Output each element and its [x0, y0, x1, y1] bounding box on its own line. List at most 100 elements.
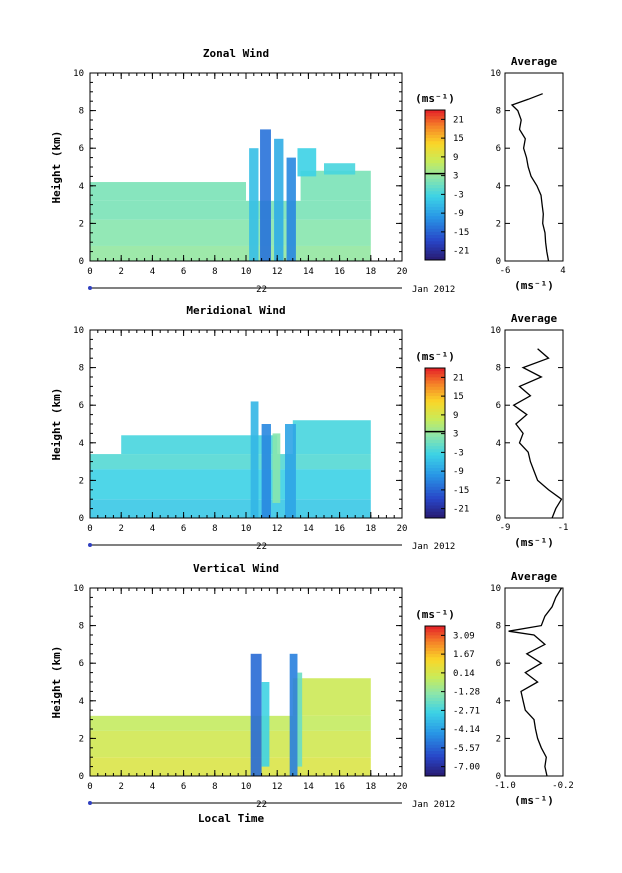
x-tick-label: 8: [212, 782, 217, 792]
colorbar-band: [425, 722, 445, 727]
colorbar-band: [425, 147, 445, 152]
heatmap-cells: [90, 401, 371, 518]
avg-x-tick-label: -9: [500, 523, 511, 533]
heatmap-cell: [90, 730, 371, 758]
y-tick-label: 0: [79, 257, 84, 267]
colorbar-band: [425, 399, 445, 403]
colorbar-band: [425, 219, 445, 223]
heatmap-cell: [261, 424, 271, 518]
colorbar-tick-label: 3: [453, 430, 458, 440]
colorbar-band: [425, 763, 445, 768]
colorbar-band: [425, 181, 445, 186]
y-axis-label: Height (km): [50, 646, 63, 719]
colorbar-frame: [424, 109, 446, 261]
y-tick-label: 6: [79, 401, 84, 411]
colorbar-band: [425, 496, 445, 500]
colorbar-band: [425, 371, 445, 375]
y-tick-label: 2: [79, 476, 84, 486]
avg-y-tick-label: 10: [490, 584, 501, 594]
colorbar-band: [425, 405, 445, 410]
avg-x-tick-label: -0.2: [552, 781, 574, 791]
heatmap-cell: [274, 138, 284, 261]
colorbar-band: [425, 772, 445, 777]
avg-y-tick-label: 6: [496, 401, 501, 411]
colorbar-band: [425, 368, 445, 372]
colorbar-band: [425, 663, 445, 668]
x-tick-label: 20: [397, 782, 408, 792]
colorbar-band: [425, 471, 445, 475]
colorbar-band: [425, 505, 445, 510]
colorbar-band: [425, 719, 445, 724]
heatmap-cell: [292, 420, 371, 455]
avg-y-tick-label: 6: [496, 144, 501, 154]
colorbar-band: [425, 660, 445, 664]
x-tick-label: 8: [212, 524, 217, 534]
avg-y-tick-label: 2: [496, 476, 501, 486]
colorbar-band: [425, 185, 445, 189]
colorbar-band: [425, 691, 445, 696]
avg-y-tick-label: 10: [490, 69, 501, 79]
colorbar-band: [425, 754, 445, 758]
colorbar-band: [425, 411, 445, 416]
x-tick-label: 6: [181, 524, 186, 534]
heatmap-cell: [90, 200, 371, 220]
x-tick-label: 14: [303, 267, 314, 277]
colorbar-band: [425, 672, 445, 677]
colorbar-band: [425, 210, 445, 214]
colorbar-band: [425, 175, 445, 180]
heatmap-cell: [121, 435, 278, 455]
average-frame: [504, 587, 564, 777]
colorbar-unit-label: (ms⁻¹): [415, 608, 455, 621]
y-tick-label: 10: [73, 584, 84, 594]
colorbar-band: [425, 113, 445, 117]
colorbar-band: [425, 511, 445, 516]
colorbar-band: [425, 228, 445, 233]
colorbar-band: [425, 638, 445, 643]
colorbar-band: [425, 461, 445, 466]
colorbar-band: [425, 160, 445, 164]
colorbar-band: [425, 250, 445, 255]
y-tick-label: 10: [73, 326, 84, 336]
colorbar-band: [425, 704, 445, 708]
colorbar-tick-label: -5.57: [453, 744, 480, 754]
y-axis-label: Height (km): [50, 131, 63, 204]
date-label: Jan 2012: [412, 285, 455, 295]
avg-y-tick-label: 6: [496, 659, 501, 669]
average-profile-line: [512, 348, 563, 519]
colorbar-tick-label: -4.14: [453, 725, 480, 735]
colorbar-band: [425, 402, 445, 406]
colorbar-band: [425, 713, 445, 718]
colorbar-band: [425, 741, 445, 746]
heatmap-cell: [90, 499, 371, 518]
average-frame: [504, 329, 564, 519]
y-tick-label: 6: [79, 659, 84, 669]
y-tick-label: 2: [79, 219, 84, 229]
heatmap-cells: [90, 653, 371, 776]
colorbar-band: [425, 169, 445, 173]
colorbar-band: [425, 751, 445, 755]
colorbar-tick-label: -21: [453, 247, 469, 257]
colorbar-band: [425, 493, 445, 497]
colorbar-frame: [424, 625, 446, 777]
colorbar-band: [425, 427, 445, 431]
avg-x-tick-label: -1: [558, 523, 569, 533]
average-title: Average: [511, 570, 558, 583]
heatmap-cell: [297, 148, 317, 177]
colorbar-band: [425, 726, 445, 730]
colorbar-band: [425, 194, 445, 198]
colorbar-band: [425, 414, 445, 419]
colorbar-band: [425, 747, 445, 752]
x-tick-label: 0: [87, 267, 92, 277]
x-tick-label: 12: [272, 267, 283, 277]
x-tick-label: 18: [365, 524, 376, 534]
colorbar-band: [425, 110, 445, 114]
colorbar-band: [425, 707, 445, 711]
avg-unit-label: (ms⁻¹): [514, 536, 554, 549]
avg-y-tick-label: 0: [496, 772, 501, 782]
y-axis-label: Height (km): [50, 388, 63, 461]
heatmap-cell: [285, 424, 296, 518]
colorbar-band: [425, 191, 445, 195]
colorbar-tick-label: 15: [453, 392, 464, 402]
colorbar-band: [425, 697, 445, 702]
